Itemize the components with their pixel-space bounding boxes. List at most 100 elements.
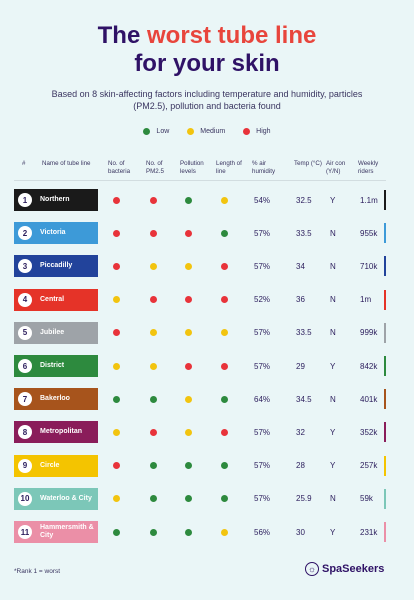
header-aircon: Air con (Y/N): [326, 160, 346, 175]
rank-badge: 2: [18, 226, 32, 241]
table-row: 11 Hammersmith & City 56% 30 Y 231k: [0, 520, 414, 544]
length-cell: [221, 454, 228, 478]
pollution-level-dot: [185, 229, 192, 237]
tube-line-name: Metropolitan: [40, 428, 82, 436]
riders-cell: 1m: [360, 295, 372, 305]
bacteria-level-dot: [113, 262, 120, 270]
bacteria-cell: [113, 288, 120, 312]
pm25-level-dot: [150, 528, 157, 536]
length-cell: [221, 254, 228, 278]
tube-line-bar: 4 Central: [14, 288, 98, 311]
aircon-cell: N: [330, 494, 336, 504]
length-level-dot: [221, 428, 228, 436]
pollution-level-dot: [185, 329, 192, 337]
pollution-level-dot: [185, 495, 192, 503]
pollution-level-dot: [185, 395, 192, 403]
header-divider: [14, 180, 386, 181]
pollution-level-dot: [185, 428, 192, 436]
temp-cell: 34.5: [296, 394, 312, 404]
length-cell: [221, 520, 228, 544]
header-rank: #: [22, 160, 26, 167]
pollution-level-dot: [185, 262, 192, 270]
length-cell: [221, 288, 228, 312]
humidity-cell: 57%: [254, 328, 271, 338]
humidity-cell: 57%: [254, 494, 271, 504]
tube-line-bar: 2 Victoria: [14, 222, 98, 245]
temp-cell: 32: [296, 427, 305, 437]
tube-line-bar: 7 Bakerloo: [14, 388, 98, 411]
rank-badge: 11: [18, 525, 32, 539]
rank-badge: 9: [18, 458, 32, 473]
pm25-level-dot: [150, 428, 157, 436]
spa-logo-icon: ☼: [305, 562, 319, 576]
temp-cell: 25.9: [296, 494, 312, 504]
row-end-marker: [384, 356, 386, 376]
footnote: *Rank 1 = worst: [14, 568, 61, 575]
pollution-cell: [185, 487, 192, 511]
pollution-level-dot: [185, 196, 192, 204]
title-prefix: The: [97, 22, 141, 49]
header-bacteria: No. of bacteria: [108, 160, 131, 175]
header-pm25: No. of PM2.5: [146, 160, 164, 175]
humidity-cell: 57%: [254, 461, 271, 471]
header-humidity: % air humidity: [252, 160, 276, 175]
pm25-cell: [150, 254, 157, 278]
length-level-dot: [221, 395, 228, 403]
rank-badge: 7: [18, 392, 32, 407]
legend-low-label: Low: [156, 128, 170, 135]
pollution-level-dot: [185, 296, 192, 304]
pm25-level-dot: [150, 229, 157, 237]
legend-high-label: High: [256, 128, 271, 135]
bacteria-cell: [113, 321, 120, 345]
riders-cell: 257k: [360, 461, 378, 471]
tube-line-bar: 10 Waterloo & City: [14, 487, 98, 510]
aircon-cell: Y: [330, 195, 336, 205]
bacteria-level-dot: [113, 428, 120, 436]
tube-line-bar: 5 Jubilee: [14, 321, 98, 344]
pollution-cell: [185, 354, 192, 378]
length-cell: [221, 387, 228, 411]
pm25-level-dot: [150, 329, 157, 337]
temp-cell: 34: [296, 261, 305, 271]
pm25-cell: [150, 221, 157, 245]
header-name: Name of tube line: [42, 160, 91, 167]
row-end-marker: [384, 256, 386, 277]
legend-medium-label: Medium: [200, 128, 226, 135]
tube-line-name: District: [40, 362, 65, 369]
length-level-dot: [221, 296, 228, 304]
bacteria-level-dot: [113, 362, 120, 370]
legend-low: Low: [143, 128, 169, 135]
pm25-level-dot: [150, 196, 157, 204]
row-end-marker: [384, 289, 386, 310]
brand-logo: ☼ SpaSeekers: [305, 562, 384, 576]
pollution-cell: [185, 454, 192, 478]
length-cell: [221, 188, 228, 212]
tube-line-name: Circle: [40, 461, 60, 469]
length-cell: [221, 354, 228, 378]
tube-line-name: Waterloo & City: [40, 494, 92, 502]
brand-name: SpaSeekers: [322, 563, 385, 575]
pm25-cell: [150, 288, 157, 312]
pm25-level-dot: [150, 362, 157, 370]
riders-cell: 401k: [360, 394, 378, 404]
row-end-marker: [384, 488, 386, 509]
bacteria-level-dot: [113, 495, 120, 503]
bacteria-level-dot: [113, 229, 120, 237]
pm25-cell: [150, 321, 157, 345]
tube-line-bar: 6 District: [14, 355, 98, 377]
humidity-cell: 52%: [254, 295, 271, 305]
pollution-level-dot: [185, 362, 192, 370]
tube-line-name: Victoria: [40, 229, 66, 237]
bacteria-level-dot: [113, 296, 120, 304]
riders-cell: 710k: [360, 261, 378, 271]
humidity-cell: 57%: [254, 261, 271, 271]
pm25-cell: [150, 487, 157, 511]
bacteria-cell: [113, 454, 120, 478]
length-level-dot: [221, 229, 228, 237]
humidity-cell: 57%: [254, 228, 271, 238]
bacteria-level-dot: [113, 462, 120, 470]
length-cell: [221, 321, 228, 345]
row-end-marker: [384, 389, 386, 410]
bacteria-cell: [113, 520, 120, 544]
length-level-dot: [221, 462, 228, 470]
